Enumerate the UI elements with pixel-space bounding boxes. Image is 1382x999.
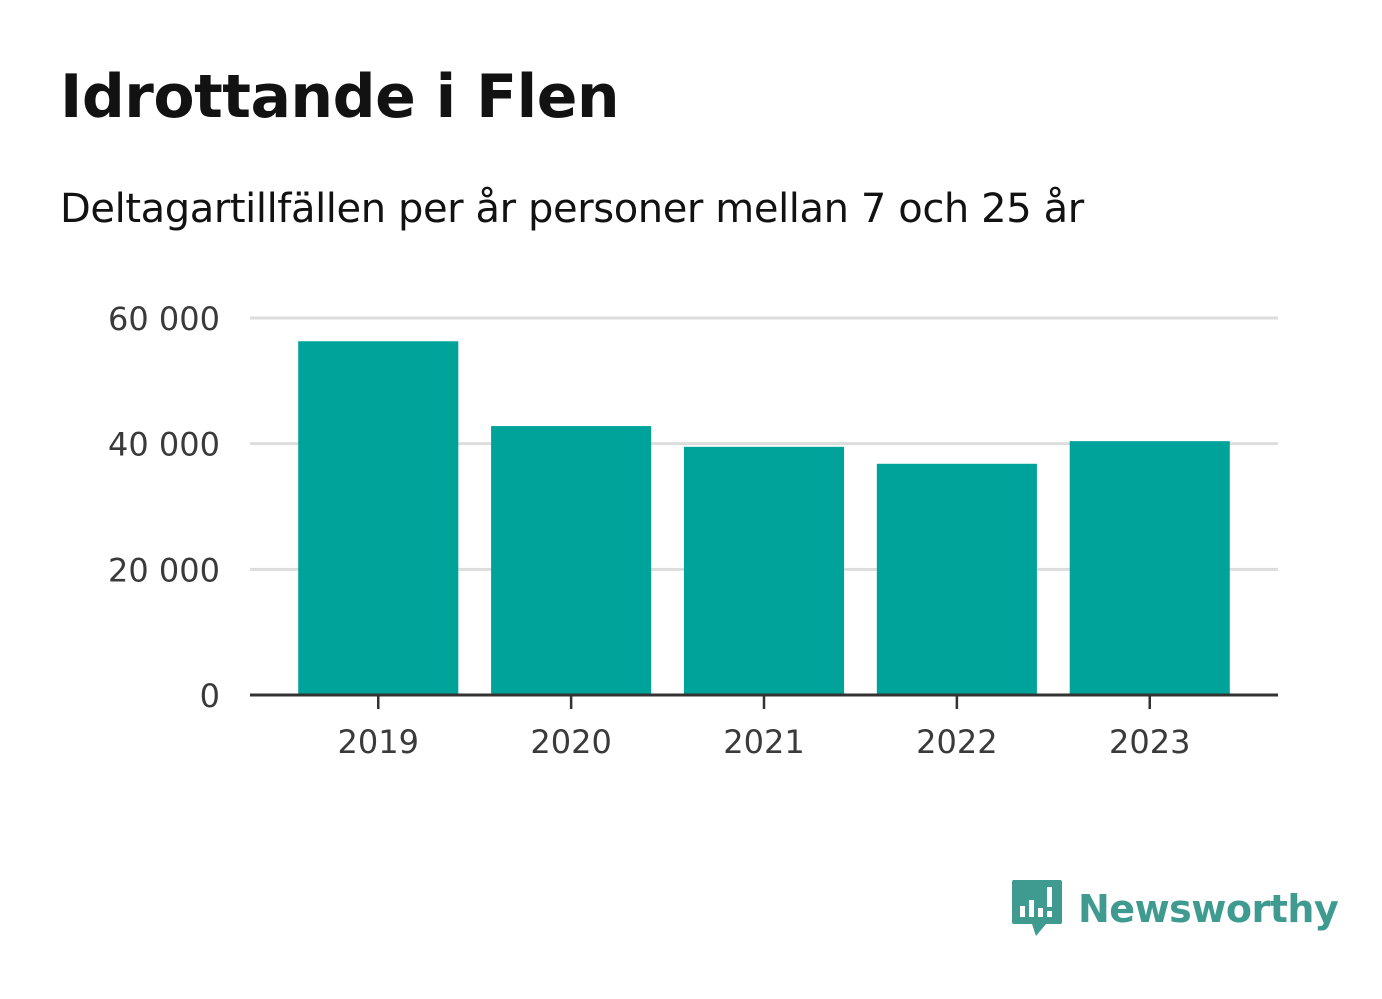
chart-title: Idrottande i Flen xyxy=(60,62,620,132)
y-tick-label: 20 000 xyxy=(108,551,220,589)
y-tick-label: 60 000 xyxy=(108,300,220,338)
x-tick-label: 2020 xyxy=(530,723,611,761)
bar xyxy=(1069,441,1230,695)
x-tick-label: 2023 xyxy=(1109,723,1190,761)
bar xyxy=(683,446,845,695)
chart-subtitle: Deltagartillfällen per år personer mella… xyxy=(60,186,1084,232)
x-tick-label: 2019 xyxy=(338,723,419,761)
y-tick-label: 0 xyxy=(200,677,220,715)
newsworthy-logo-icon xyxy=(1012,880,1062,936)
bar xyxy=(491,426,652,695)
y-tick-label: 40 000 xyxy=(108,426,220,464)
brand-logo: Newsworthy xyxy=(1010,878,1339,940)
x-tick-label: 2021 xyxy=(723,723,804,761)
bar xyxy=(298,341,459,695)
bar xyxy=(876,463,1037,695)
x-tick-label: 2022 xyxy=(916,723,997,761)
brand-name: Newsworthy xyxy=(1078,887,1339,931)
